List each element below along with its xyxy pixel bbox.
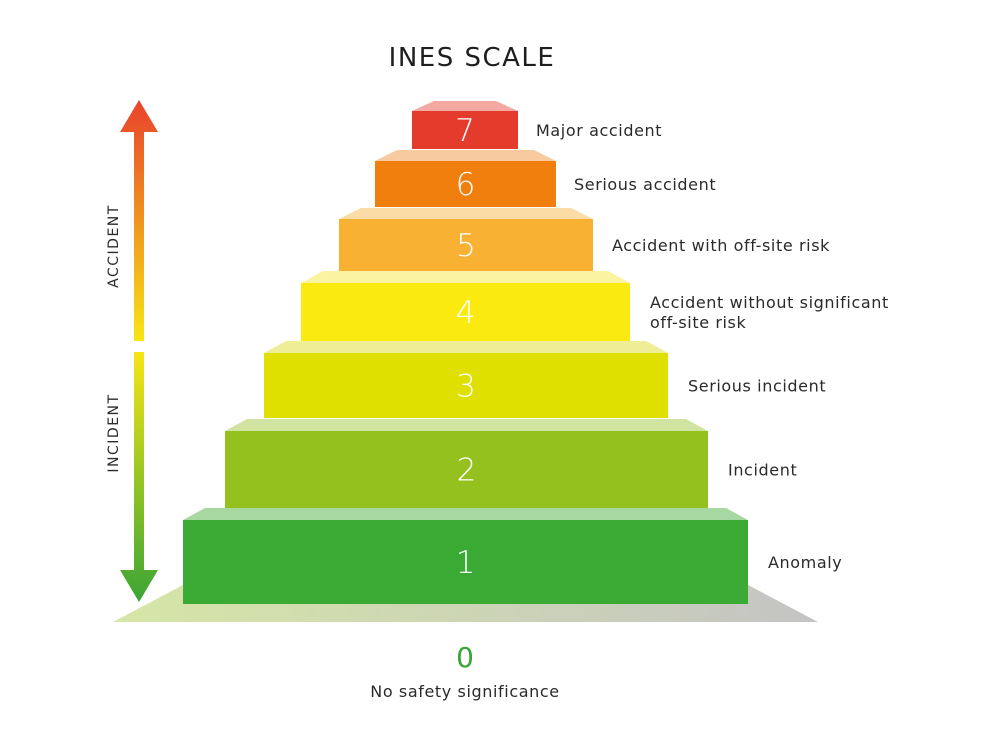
level-4-number: 4 (456, 295, 476, 331)
level-5-step-front (339, 219, 593, 271)
accident-axis-label: ACCIDENT (106, 204, 122, 288)
level-0-label: No safety significance (370, 682, 559, 701)
level-7-label: Major accident (536, 121, 662, 140)
level-7-number: 7 (455, 113, 475, 149)
level-4-step-top (301, 271, 630, 283)
level-3-label: Serious incident (688, 377, 826, 396)
level-5-number: 5 (456, 228, 476, 264)
level-1-label: Anomaly (768, 553, 842, 572)
level-2-step-top (225, 419, 708, 431)
level-5-step: 5 Accident with off-site risk (339, 208, 830, 271)
incident-arrow-icon (120, 352, 158, 602)
level-6-label: Serious accident (574, 175, 716, 194)
level-6-step-front (375, 161, 556, 207)
level-3-number: 3 (456, 369, 476, 405)
level-1-number: 1 (456, 545, 476, 581)
level-6-step: 6 Serious accident (375, 150, 716, 207)
accident-arrow-icon (120, 100, 158, 341)
page-title: INES SCALE (389, 43, 556, 73)
severity-axis: ACCIDENT INCIDENT (106, 100, 158, 602)
level-7-step-top (412, 101, 518, 111)
pyramid: 7 Major accident 6 Serious accident 5 Acciden… (183, 101, 889, 604)
level-2-number: 2 (457, 453, 477, 489)
level-2-label: Incident (728, 461, 797, 480)
level-6-step-top (375, 150, 556, 161)
level-1-step: 1 Anomaly (183, 508, 842, 604)
level-5-label: Accident with off-site risk (612, 236, 830, 255)
level-1-step-front (183, 520, 748, 604)
level-5-step-top (339, 208, 593, 219)
level-2-step-front (225, 431, 708, 508)
level-2-step: 2 Incident (225, 419, 797, 508)
level-4-step-front (301, 283, 630, 341)
level-3-step-top (264, 341, 668, 353)
level-3-step: 3 Serious incident (264, 341, 826, 418)
level-7-step-front (412, 111, 518, 149)
level-3-step-front (264, 353, 668, 418)
level-4-label: Accident without significant (650, 293, 889, 312)
level-0-number: 0 (456, 641, 474, 674)
level-6-number: 6 (456, 167, 476, 203)
incident-axis-label: INCIDENT (106, 393, 122, 472)
level-4-label: off-site risk (650, 313, 746, 332)
level-7-step: 7 Major accident (412, 101, 662, 149)
level-1-step-top (183, 508, 748, 520)
